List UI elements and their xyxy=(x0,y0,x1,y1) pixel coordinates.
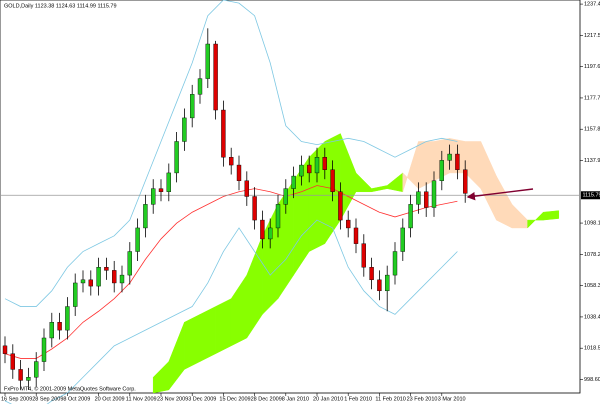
y-tick-label: 1137.90 xyxy=(584,158,600,164)
candle-body xyxy=(315,157,319,173)
x-tick-label: 11 Feb 2010 xyxy=(375,396,405,402)
candle-body xyxy=(237,165,241,181)
candle-body xyxy=(307,165,311,173)
candle-body xyxy=(331,170,335,192)
candle-body xyxy=(401,228,405,252)
x-tick-label: 28 Sep 2009 xyxy=(32,396,63,402)
candle-body xyxy=(151,189,155,205)
candle-body xyxy=(416,192,420,205)
candle-body xyxy=(284,189,288,205)
candle-body xyxy=(260,220,264,239)
candle-body xyxy=(104,267,108,270)
candle-body xyxy=(385,275,389,291)
candle-body xyxy=(268,228,272,239)
candle-body xyxy=(89,280,93,286)
y-tick-label: 1157.80 xyxy=(584,127,600,133)
candle-body xyxy=(346,220,350,228)
x-tick-label: 20 Oct 2009 xyxy=(95,396,125,402)
candle-body xyxy=(3,346,7,354)
candle-body xyxy=(42,338,46,362)
candle-body xyxy=(362,244,366,268)
x-tick-label: 23 Feb 2010 xyxy=(407,396,438,402)
candle-body xyxy=(73,283,77,307)
candle-body xyxy=(97,267,101,286)
y-tick-label: 1217.50 xyxy=(584,33,600,39)
x-tick-label: 1 Feb 2010 xyxy=(344,396,372,402)
candle-body xyxy=(354,228,358,244)
y-tick-label: 1197.60 xyxy=(584,64,600,70)
candle-body xyxy=(221,110,225,157)
candle-body xyxy=(128,252,132,276)
x-tick-label: 11 Nov 2009 xyxy=(126,396,157,402)
y-tick-label: 998.60 xyxy=(584,377,600,383)
x-tick-label: 8 Jan 2010 xyxy=(282,396,309,402)
x-tick-label: 28 Dec 2009 xyxy=(251,396,282,402)
candle-body xyxy=(377,280,381,291)
cloud-segment xyxy=(184,314,200,369)
x-tick-label: 3 Dec 2009 xyxy=(188,396,216,402)
candle-body xyxy=(167,173,171,192)
candle-body xyxy=(229,157,233,165)
x-tick-label: 23 Nov 2009 xyxy=(157,396,188,402)
y-tick-label: 1098.10 xyxy=(584,221,600,227)
x-tick-label: 3 Mar 2010 xyxy=(438,396,466,402)
candle-body xyxy=(143,204,147,228)
cloud-segment xyxy=(418,141,434,188)
candle-body xyxy=(370,267,374,280)
candle-body xyxy=(214,44,218,110)
candle-body xyxy=(440,160,444,180)
last-price-label: 1115.79 xyxy=(583,193,600,199)
candle-body xyxy=(245,181,249,197)
y-tick-label: 1058.30 xyxy=(584,283,600,289)
candle-body xyxy=(455,154,459,170)
cloud-segment xyxy=(216,299,232,354)
candle-body xyxy=(159,189,163,192)
candle-body xyxy=(338,192,342,220)
candle-body xyxy=(448,154,452,160)
candle-body xyxy=(65,307,69,331)
y-tick-label: 1038.40 xyxy=(584,314,600,320)
candle-body xyxy=(58,322,62,330)
candle-body xyxy=(11,354,15,370)
candle-body xyxy=(276,204,280,228)
candle-body xyxy=(253,197,257,221)
candle-body xyxy=(206,44,210,79)
candle-body xyxy=(299,165,303,176)
cloud-segment xyxy=(543,211,559,220)
candle-body xyxy=(120,275,124,283)
candle-body xyxy=(463,170,467,194)
x-tick-label: 16 Sep 2009 xyxy=(1,396,32,402)
x-tick-label: 8 Oct 2009 xyxy=(63,396,90,402)
chart-title: GOLD,Daily 1123.38 1124.63 1114.99 1115.… xyxy=(4,3,117,9)
candle-body xyxy=(190,94,194,118)
cloud-segment xyxy=(200,307,216,362)
x-tick-label: 20 Jan 2010 xyxy=(313,396,343,402)
y-tick-label: 1018.50 xyxy=(584,346,600,352)
candle-body xyxy=(50,322,54,338)
candle-body xyxy=(26,377,30,380)
candle-body xyxy=(182,118,186,142)
candle-body xyxy=(19,369,23,380)
y-tick-label: 1177.70 xyxy=(584,95,600,101)
candle-body xyxy=(34,362,38,378)
candle-body xyxy=(323,157,327,170)
candle-body xyxy=(409,204,413,228)
candle-body xyxy=(112,270,116,283)
candle-body xyxy=(81,280,85,283)
y-tick-label: 1237.40 xyxy=(584,2,600,8)
y-tick-label: 1078.20 xyxy=(584,252,600,258)
candle-body xyxy=(136,228,140,252)
candle-body xyxy=(432,181,436,208)
candle-body xyxy=(175,141,179,172)
footer: FxPro MT4, © 2001-2009 MetaQuotes Softwa… xyxy=(4,385,136,392)
x-tick-label: 15 Dec 2009 xyxy=(219,396,250,402)
candle-body xyxy=(292,176,296,189)
candle-body xyxy=(198,79,202,95)
candle-body xyxy=(393,252,397,276)
candle-body xyxy=(424,192,428,208)
